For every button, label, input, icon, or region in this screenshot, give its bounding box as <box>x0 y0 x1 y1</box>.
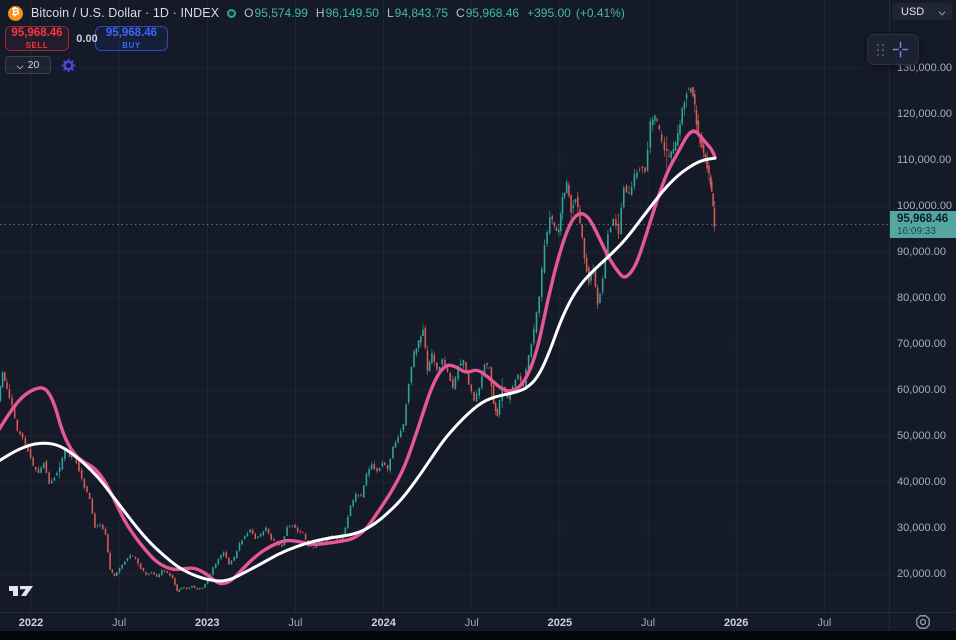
price-scale[interactable]: 130,000.00 120,000.00 110,000.00 100,000.00… <box>890 0 956 612</box>
price-tick-label: 60,000.00 <box>897 384 946 396</box>
tradingview-logo-icon <box>9 586 33 596</box>
ohlc-open: O 95,574.99 <box>244 6 308 20</box>
crosshair-icon[interactable] <box>892 41 909 58</box>
ohlc-close: C 95,968.46 <box>456 6 520 20</box>
price-tick-label: 90,000.00 <box>897 246 946 258</box>
time-tick-label: 2022 <box>18 617 44 629</box>
time-tick-label: Jul <box>464 617 479 629</box>
axis-divider <box>889 0 890 631</box>
price-tick-label: 40,000.00 <box>897 476 946 488</box>
ma-fast-pink-line <box>0 129 717 586</box>
price-tick-label: 70,000.00 <box>897 338 946 350</box>
ohlc-low: L 94,843.75 <box>386 6 449 20</box>
grid-horizontal <box>0 67 889 575</box>
sell-button[interactable]: 95,968.46 SELL <box>5 26 69 51</box>
floating-toolbar <box>867 34 919 65</box>
time-tick-label: 2023 <box>195 617 220 629</box>
time-tick-label: 2025 <box>547 617 573 629</box>
buy-button[interactable]: 95,968.46 BUY <box>95 26 168 51</box>
indicator-settings-icon[interactable] <box>61 58 76 73</box>
price-tick-label: 30,000.00 <box>897 522 946 534</box>
indicator-bar: 20 <box>5 56 76 74</box>
time-tick-label: Jul <box>112 617 127 629</box>
grid-vertical <box>30 0 825 612</box>
trade-panel: 95,968.46 SELL 0.00 95,968.46 BUY <box>5 26 168 51</box>
candle-bodies-down <box>4 87 716 592</box>
price-change: +395.00 (+0.41%) <box>527 6 625 20</box>
candle-bodies-up <box>0 88 692 592</box>
price-tick-label: 80,000.00 <box>897 292 946 304</box>
bottom-strip <box>0 631 956 640</box>
symbol-title[interactable]: Bitcoin / U.S. Dollar · 1D · INDEX <box>31 6 220 20</box>
market-status-icon <box>227 8 237 18</box>
badge-countdown: 16:09:33 <box>897 226 936 238</box>
gear-icon <box>916 615 930 629</box>
price-tick-label: 50,000.00 <box>897 430 946 442</box>
chevron-down-icon <box>939 8 946 15</box>
chevron-down-icon <box>17 62 24 69</box>
current-price-badge: 95,968.46 16:09:33 <box>890 211 956 239</box>
time-tick-label: Jul <box>817 617 832 629</box>
price-tick-label: 20,000.00 <box>897 568 946 580</box>
price-tick-label: 110,000.00 <box>897 154 952 166</box>
symbol-header: ₿ Bitcoin / U.S. Dollar · 1D · INDEX O 95… <box>8 4 625 22</box>
time-tick-label: Jul <box>288 617 303 629</box>
price-chart-pane[interactable] <box>0 0 889 612</box>
time-scale-corner <box>890 612 956 631</box>
spread-value: 0.00 <box>76 33 98 45</box>
time-tick-label: 2026 <box>723 617 749 629</box>
currency-dropdown[interactable]: USD <box>892 3 952 20</box>
tradingview-logo[interactable] <box>8 583 35 604</box>
price-tick-label: 100,000.00 <box>897 200 953 212</box>
ohlc-high: H 96,149.50 <box>315 6 379 20</box>
drag-handle[interactable] <box>876 43 884 56</box>
time-tick-label: 2024 <box>371 617 396 629</box>
price-tick-label: 130,000.00 <box>897 62 953 74</box>
price-tick-label: 120,000.00 <box>897 108 953 120</box>
candle-wicks-up <box>0 87 692 592</box>
chart-settings-button[interactable] <box>915 614 931 630</box>
ma-length-dropdown[interactable]: 20 <box>5 56 51 74</box>
badge-price: 95,968.46 <box>897 213 949 226</box>
candle-wicks-down <box>4 86 715 592</box>
time-tick-label: Jul <box>641 617 656 629</box>
ma-slow-white-line <box>0 156 717 583</box>
bitcoin-logo-icon: ₿ <box>8 5 23 21</box>
time-scale[interactable]: 2022 Jul 2023 Jul 2024 Jul 2025 Jul 2026 Jul <box>0 612 889 631</box>
